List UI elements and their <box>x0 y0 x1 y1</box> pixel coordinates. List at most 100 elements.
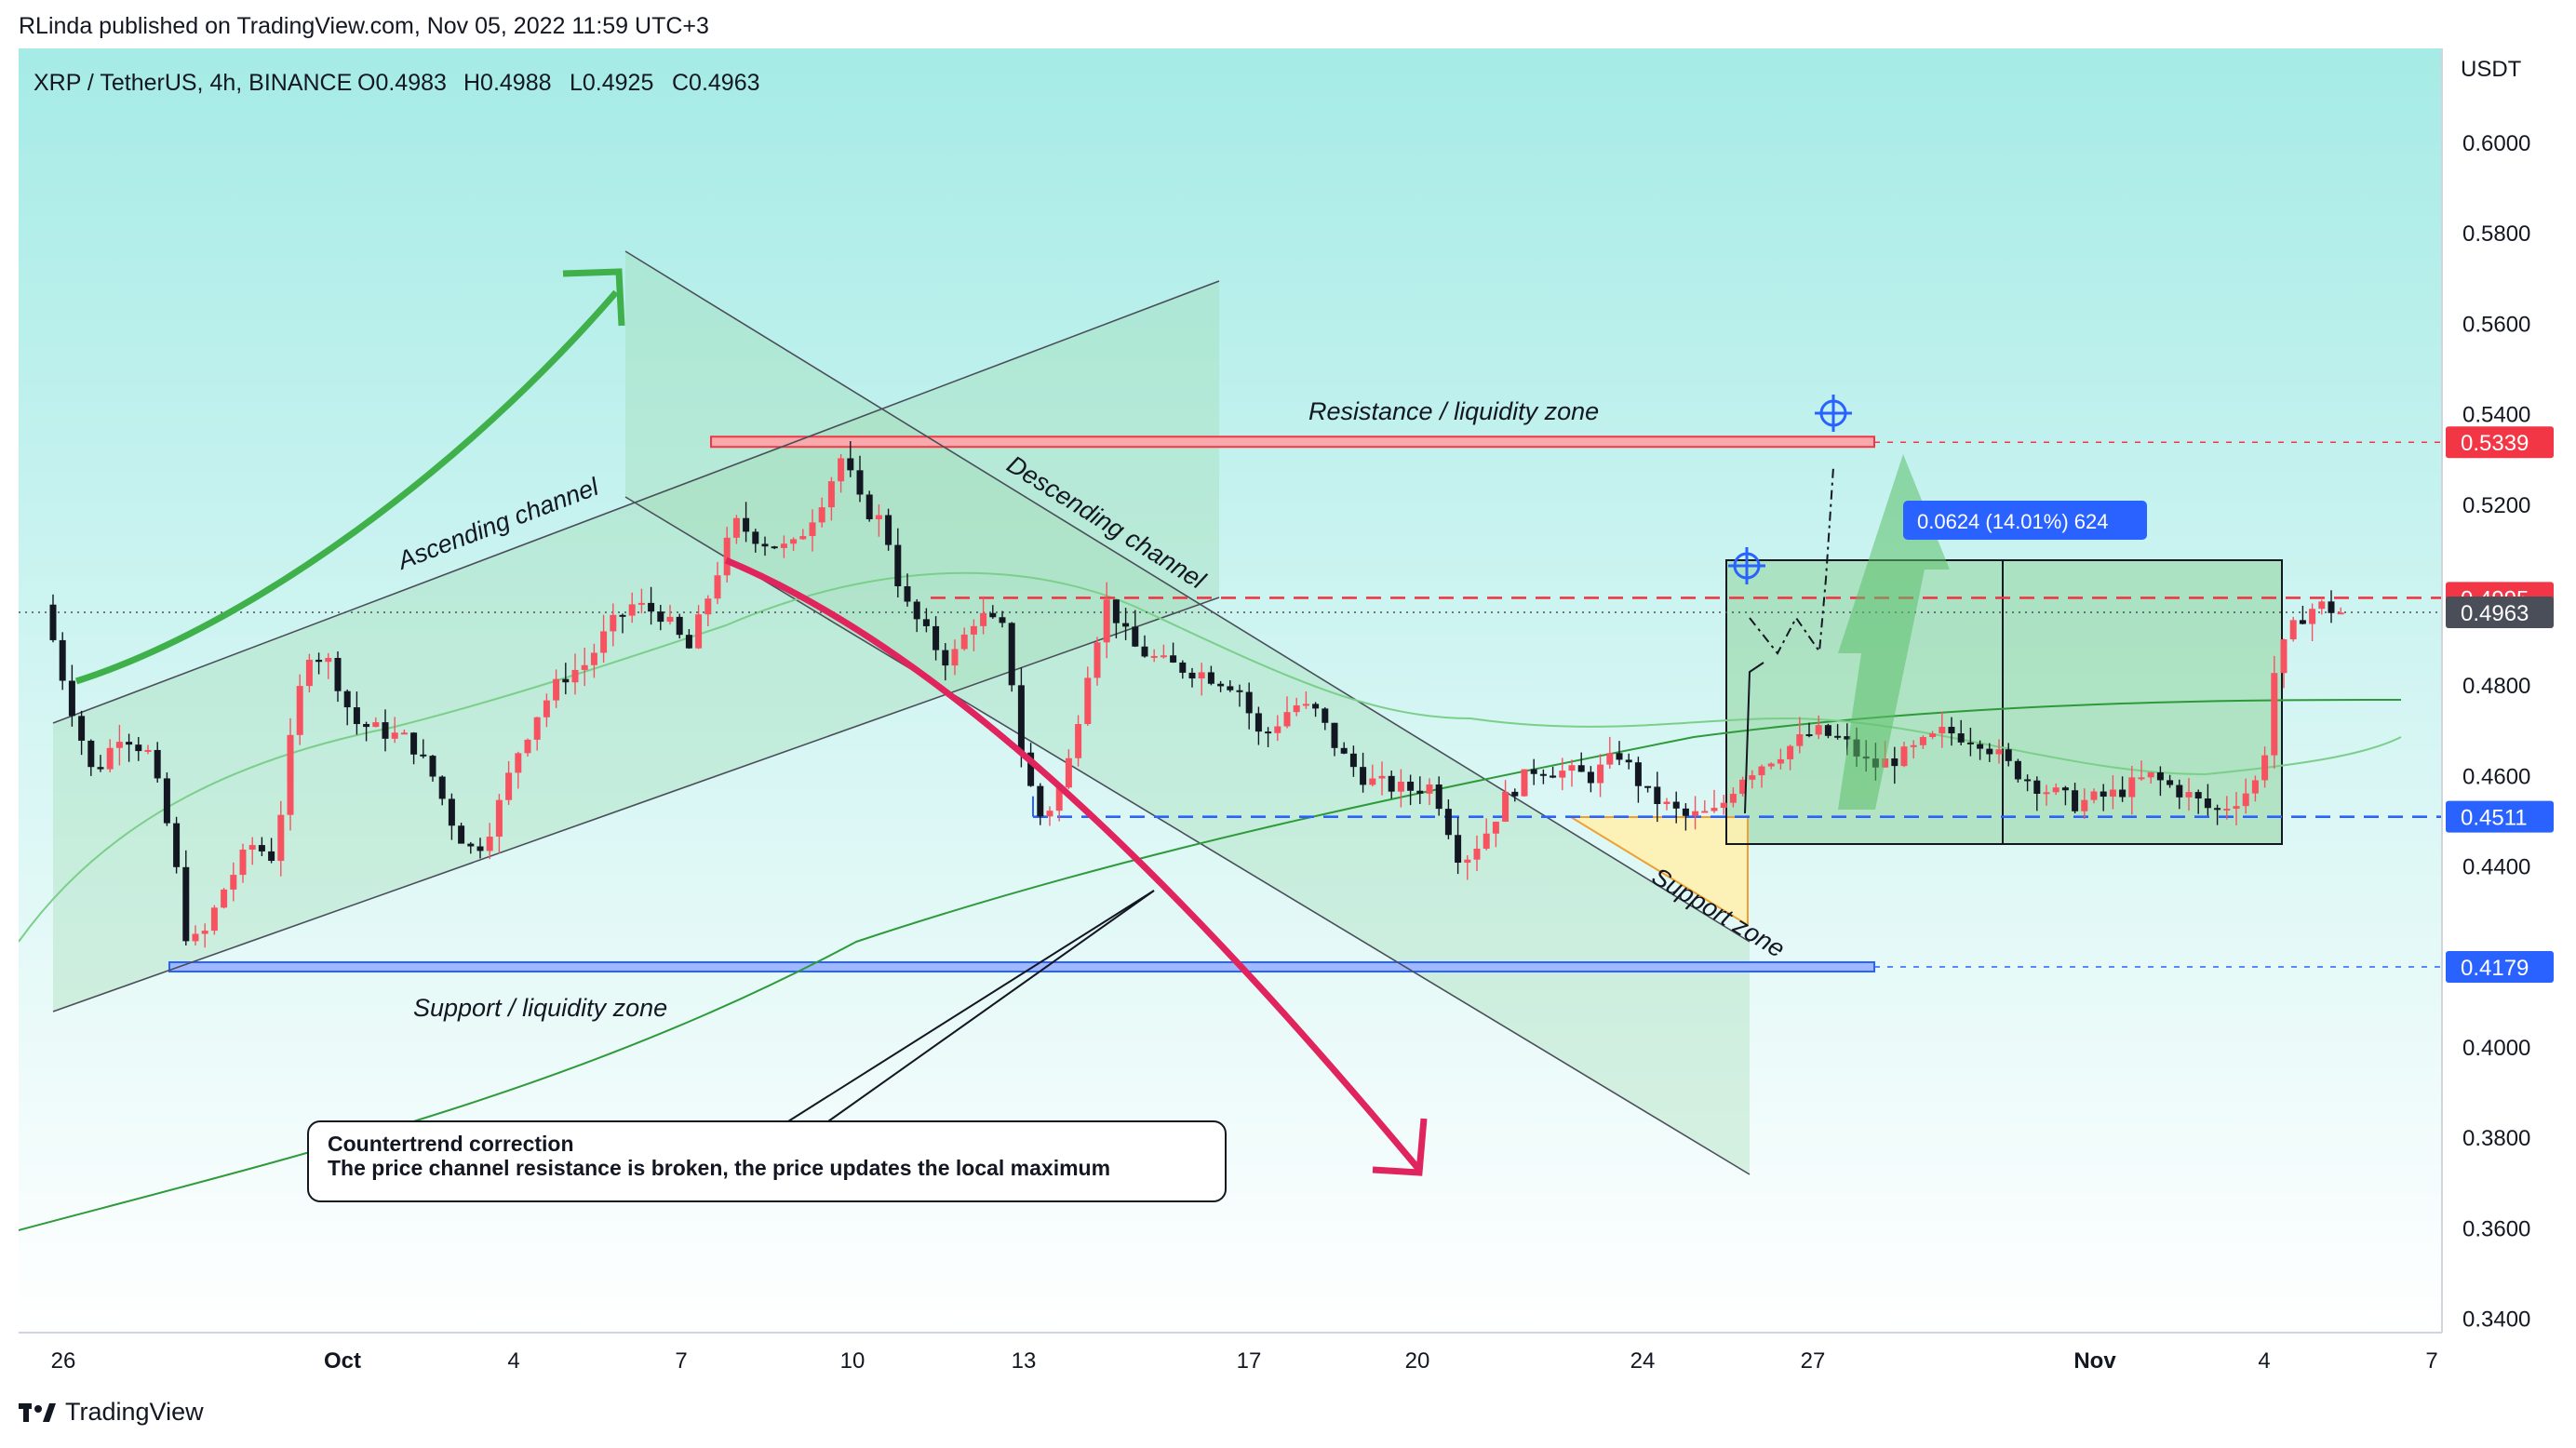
range-box-border <box>1725 559 2283 845</box>
brand-name: TradingView <box>65 1398 204 1426</box>
time-tick-label: 4 <box>507 1348 519 1374</box>
candle-body <box>1758 766 1765 776</box>
price-tick-label: 0.5600 <box>2462 312 2530 337</box>
candle-body <box>1966 742 1974 744</box>
candle-body <box>1625 759 1632 763</box>
candle-body <box>1435 784 1442 810</box>
candle-body <box>2081 799 2088 811</box>
candle-body <box>1397 781 1404 792</box>
candle-body <box>704 598 712 615</box>
candle-body <box>97 767 104 770</box>
candle-body <box>448 798 455 826</box>
bearish-arrow-head <box>1372 1118 1428 1176</box>
candle-body <box>2223 809 2231 811</box>
chart-canvas[interactable]: 0.0624 (14.01%) 624 Resistance / liquidit… <box>19 48 2557 1381</box>
price-tick-label: 0.4400 <box>2462 855 2530 880</box>
candle-body <box>363 724 370 728</box>
candle-body <box>1217 683 1225 687</box>
candle-body <box>154 749 161 779</box>
candle-body <box>885 515 892 545</box>
price-tag-label: 0.4179 <box>2461 956 2529 981</box>
time-tick-label: 13 <box>1012 1348 1037 1374</box>
candle-body <box>2289 620 2297 640</box>
candle-body <box>2024 779 2032 782</box>
candle-body <box>1150 655 1158 658</box>
chart-area[interactable]: 0.0624 (14.01%) 624 Resistance / liquidit… <box>19 48 2557 1381</box>
candle-body <box>951 649 959 666</box>
candle-body <box>2014 760 2021 780</box>
price-axis[interactable] <box>2442 48 2557 1333</box>
time-axis[interactable] <box>19 1333 2442 1381</box>
candle-body <box>1245 691 1253 714</box>
descending-channel-bottom <box>624 496 1751 1175</box>
candle-body <box>2261 755 2269 781</box>
support-zone-label: Support / liquidity zone <box>413 994 667 1022</box>
callout-box[interactable]: Countertrend correction The price channe… <box>307 1120 1227 1202</box>
candle-body <box>391 732 398 739</box>
header: RLinda published on TradingView.com, Nov… <box>0 0 2576 48</box>
candle-body <box>1236 690 1243 692</box>
candle-body <box>277 814 285 862</box>
footer: TradingView <box>0 1381 2576 1448</box>
candle-body <box>1977 744 1984 749</box>
candle-body <box>163 778 170 824</box>
time-tick-label: 7 <box>675 1348 687 1374</box>
price-tag-bg <box>2446 426 2554 459</box>
candle-body <box>495 799 503 838</box>
candle-body <box>913 601 920 620</box>
candle-body <box>1900 746 1908 767</box>
candle-body <box>1141 646 1148 657</box>
candle-body <box>287 734 294 815</box>
candle-body <box>1739 779 1747 795</box>
price-tick-label: 0.4600 <box>2462 764 2530 789</box>
candle-body <box>2337 612 2344 615</box>
candle-body <box>1265 731 1272 734</box>
candle-body <box>1046 811 1053 817</box>
candle-body <box>515 753 522 773</box>
candle-body <box>135 744 142 752</box>
candle-body <box>676 616 683 636</box>
candle-body <box>115 742 123 748</box>
candle-body <box>628 604 636 616</box>
candle-body <box>942 650 949 666</box>
candle-body <box>856 470 864 495</box>
candle-body <box>1521 769 1528 797</box>
candle-body <box>809 522 816 537</box>
candle-body <box>1293 704 1300 713</box>
candle-body <box>1539 773 1547 776</box>
candle-body <box>1274 726 1281 733</box>
support-zone-rect <box>168 961 1875 973</box>
candle-body <box>1616 753 1623 760</box>
candle-body <box>230 875 237 890</box>
ma-long <box>19 699 2402 1231</box>
time-tick-label: 17 <box>1237 1348 1262 1374</box>
candle-body <box>2033 780 2041 794</box>
candle-body <box>1815 725 1822 735</box>
candle-body <box>1948 727 1955 734</box>
candle-body <box>1027 752 1035 786</box>
candle-body <box>372 722 380 728</box>
price-tag-label: 0.4963 <box>2461 601 2529 626</box>
candle-body <box>296 686 303 735</box>
brand[interactable]: TradingView <box>19 1398 204 1427</box>
candle-body <box>1093 642 1101 678</box>
price-tag-bg <box>2446 596 2554 628</box>
candle-body <box>258 845 265 851</box>
descending-channel-fill <box>625 251 1750 1174</box>
time-tick-label: Nov <box>2073 1348 2116 1374</box>
legend-symbol: XRP / TetherUS, 4h, BINANCE <box>34 70 352 96</box>
candle-body <box>1075 724 1082 758</box>
candle-body <box>2109 789 2116 798</box>
candle-body <box>1559 771 1566 778</box>
price-tag-label: 0.4511 <box>2461 806 2528 831</box>
candle-body <box>476 846 484 851</box>
price-tick-label: 0.3600 <box>2462 1216 2530 1241</box>
candle-body <box>1568 765 1576 771</box>
candle-body <box>248 845 256 851</box>
candle-body <box>173 823 181 867</box>
candle-body <box>1084 677 1092 725</box>
candle-body <box>827 481 835 508</box>
candle-body <box>192 933 199 942</box>
candle-body <box>1492 822 1499 834</box>
ascending-channel-bottom <box>52 597 1220 1012</box>
